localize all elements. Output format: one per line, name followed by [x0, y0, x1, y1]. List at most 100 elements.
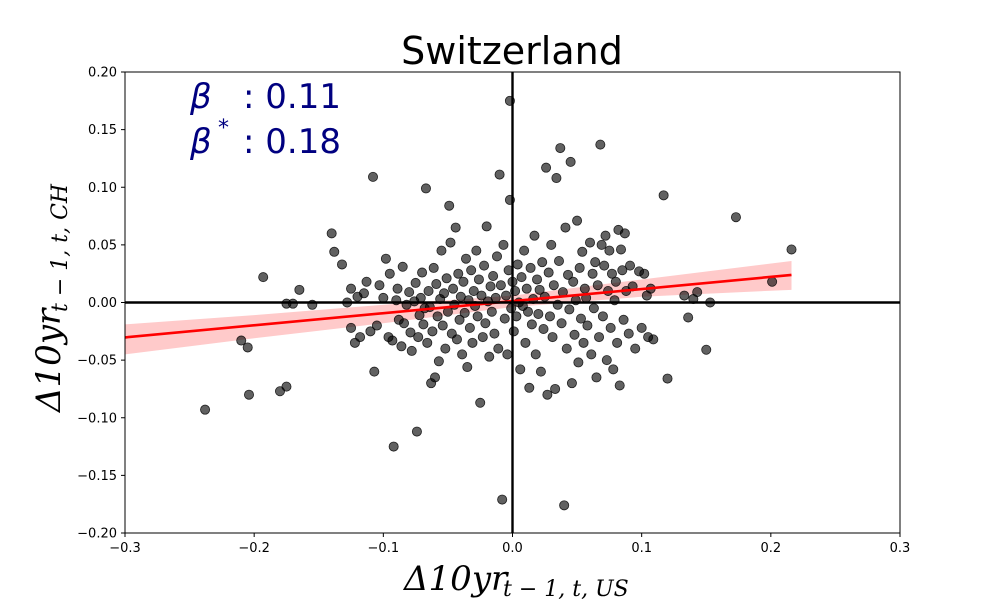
data-point [417, 267, 428, 278]
data-point [601, 355, 612, 366]
data-point [547, 332, 558, 343]
data-point [639, 268, 650, 279]
data-point [481, 221, 492, 232]
beta-symbol: β [189, 77, 212, 117]
x-tick-label: −0.2 [238, 541, 270, 556]
y-tick-label: −0.10 [77, 411, 117, 426]
data-point [534, 284, 545, 295]
data-point [367, 171, 378, 182]
data-point [625, 260, 636, 271]
data-point [595, 139, 606, 150]
data-point [533, 309, 544, 320]
data-point [563, 269, 574, 280]
data-point [384, 268, 395, 279]
data-point [532, 274, 543, 285]
data-point [551, 173, 562, 184]
data-point [464, 322, 475, 333]
x-tick-label: −0.3 [109, 541, 141, 556]
data-point [388, 441, 399, 452]
data-point [541, 162, 552, 173]
data-point [422, 337, 433, 348]
data-point [524, 382, 535, 393]
data-point [542, 389, 553, 400]
data-point [486, 306, 497, 317]
data-point [484, 351, 495, 362]
data-point [578, 337, 589, 348]
data-point [599, 260, 610, 271]
data-point [440, 343, 451, 354]
y-tick-label: 0.10 [88, 181, 117, 196]
x-axis-label: Δ10yr t − 1, t, US [402, 559, 629, 600]
data-point [413, 332, 424, 343]
data-point [573, 357, 584, 368]
data-point [427, 326, 438, 337]
data-point [458, 276, 469, 287]
data-point [597, 311, 608, 322]
data-point [369, 366, 380, 377]
data-point [730, 212, 741, 223]
beta-value: : 0.11 [243, 77, 341, 117]
data-point [566, 378, 577, 389]
data-point [495, 280, 506, 291]
data-point [577, 246, 588, 257]
y-tick-label: 0.20 [88, 66, 117, 81]
data-point [591, 372, 602, 383]
data-point [418, 319, 429, 330]
data-point [450, 222, 461, 233]
data-point [467, 337, 478, 348]
data-point [346, 322, 357, 333]
data-point [592, 280, 603, 291]
data-point [546, 239, 557, 250]
data-point [515, 364, 526, 375]
y-tick-label: 0.05 [88, 238, 117, 253]
data-point [494, 169, 505, 180]
data-point [521, 283, 532, 294]
data-point [614, 380, 625, 391]
data-point [525, 262, 536, 273]
data-point [437, 320, 448, 331]
data-point [501, 290, 512, 301]
data-point [617, 265, 628, 276]
data-point [596, 239, 607, 250]
x-axis-label-subscript: t − 1, t, US [503, 577, 629, 600]
data-point [535, 366, 546, 377]
data-point [544, 311, 555, 322]
data-point [236, 335, 247, 346]
data-point [538, 324, 549, 335]
y-axis-label-subscript: t − 1, t, CH [48, 183, 73, 312]
data-point [608, 364, 619, 375]
data-point [648, 334, 659, 345]
data-point [491, 251, 502, 262]
data-point [477, 332, 488, 343]
data-point [498, 239, 509, 250]
data-point [605, 322, 616, 333]
data-point [610, 276, 621, 287]
data-point [585, 237, 596, 248]
y-ticks: −0.20 −0.15 −0.10 −0.05 0.00 0.05 0.10 0.15 0.20 [77, 66, 125, 542]
data-point [405, 327, 416, 338]
data-point [560, 222, 571, 233]
data-point [623, 328, 634, 339]
data-point [519, 245, 530, 256]
data-point [561, 343, 572, 354]
data-point [616, 244, 627, 255]
data-point [468, 285, 479, 296]
data-point [572, 215, 583, 226]
data-point [476, 290, 487, 301]
data-point [374, 280, 385, 291]
data-point [679, 290, 690, 301]
data-point [475, 397, 486, 408]
data-point [460, 253, 471, 264]
x-tick-label: 0.0 [502, 541, 523, 556]
data-point [488, 270, 499, 281]
data-point [380, 253, 391, 264]
data-point [431, 279, 442, 290]
beta-star-annotation: β * : 0.18 [189, 116, 341, 162]
data-point [569, 329, 580, 340]
data-point [658, 190, 669, 201]
zero-axes-layer [125, 72, 900, 533]
data-point [406, 345, 417, 356]
data-point [662, 373, 673, 384]
data-point [439, 288, 450, 299]
data-point [428, 262, 439, 273]
